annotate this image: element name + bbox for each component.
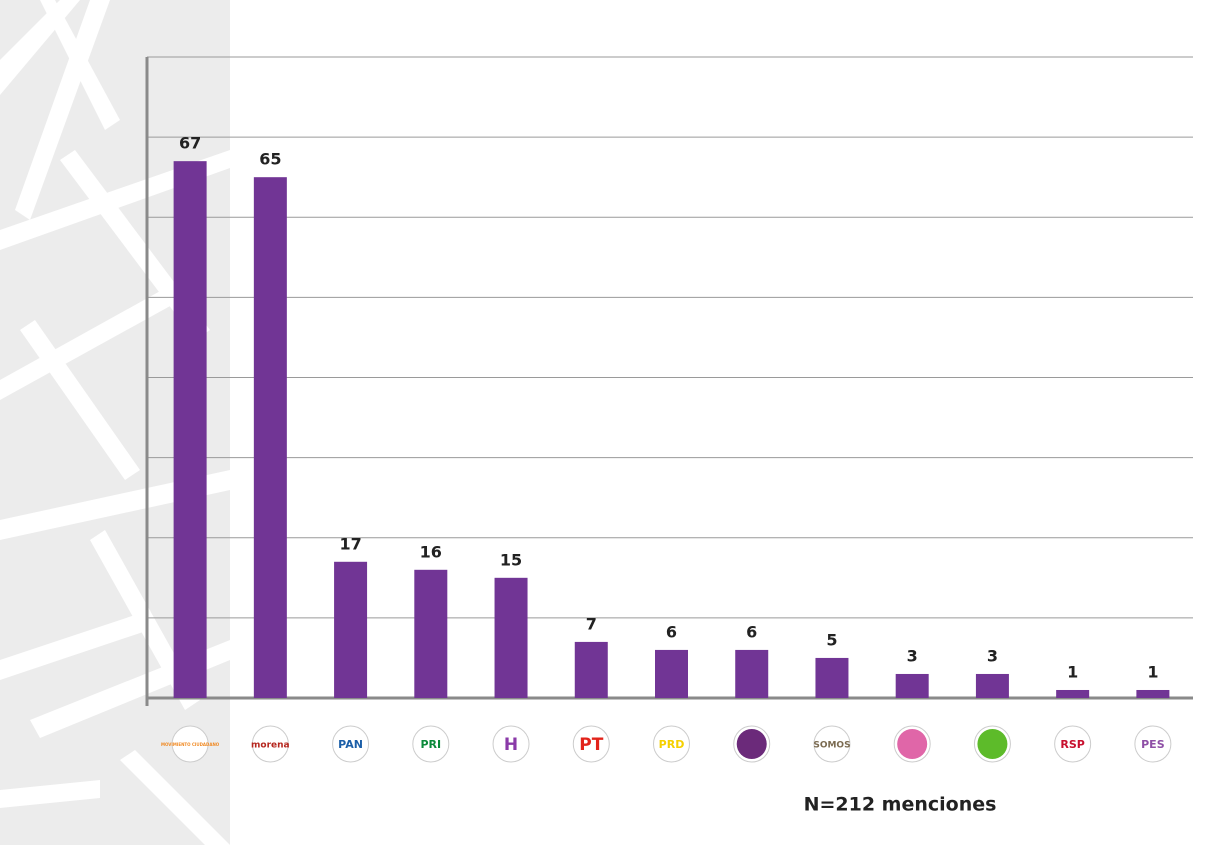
value-label: 3 (907, 646, 918, 665)
value-label: 1 (1147, 662, 1158, 681)
bar (735, 650, 768, 698)
category-logo: H (493, 726, 529, 762)
value-label: 7 (586, 614, 597, 633)
category-logo: PT (573, 726, 609, 762)
logo-mark (977, 729, 1007, 759)
category-logo (894, 726, 930, 762)
bar (254, 177, 287, 698)
category-label: MOVIMIENTO CIUDADANO (161, 742, 220, 747)
footnote: N=212 menciones (804, 794, 997, 816)
bar (976, 674, 1009, 698)
category-logo: RSP (1055, 726, 1091, 762)
logo-mark (897, 729, 927, 759)
value-label: 3 (987, 646, 998, 665)
value-label: 6 (746, 622, 757, 641)
bar (414, 570, 447, 698)
category-logo (734, 726, 770, 762)
bar (174, 161, 207, 698)
bar (334, 562, 367, 698)
category-label: morena (251, 741, 290, 751)
category-label: PES (1141, 738, 1165, 751)
category-logo: morena (251, 726, 290, 762)
category-logo (974, 726, 1010, 762)
category-logo: SOMOS (813, 726, 850, 762)
value-label: 17 (339, 534, 361, 553)
bar (495, 578, 528, 698)
category-label: PRI (420, 738, 441, 751)
value-label: 1 (1067, 662, 1078, 681)
category-label: PRD (659, 738, 685, 751)
category-label: RSP (1060, 738, 1084, 751)
value-label: 5 (826, 630, 837, 649)
value-label: 65 (259, 150, 281, 169)
value-label: 6 (666, 622, 677, 641)
value-label: 15 (500, 550, 522, 569)
logo-mark (737, 729, 767, 759)
value-label: 16 (420, 542, 442, 561)
bar (815, 658, 848, 698)
bar (1056, 690, 1089, 698)
category-logo: PRD (654, 726, 690, 762)
category-label: SOMOS (813, 741, 850, 751)
bar (1136, 690, 1169, 698)
chart: 67MOVIMIENTO CIUDADANO65morena17PAN16PRI… (0, 0, 1205, 845)
bar (655, 650, 688, 698)
category-logo: PAN (333, 726, 369, 762)
value-label: 67 (179, 134, 201, 153)
category-logo: PRI (413, 726, 449, 762)
category-label: H (504, 735, 518, 755)
bar (575, 642, 608, 698)
category-label: PAN (338, 738, 363, 751)
category-logo: PES (1135, 726, 1171, 762)
category-label: PT (579, 735, 603, 755)
bar (896, 674, 929, 698)
